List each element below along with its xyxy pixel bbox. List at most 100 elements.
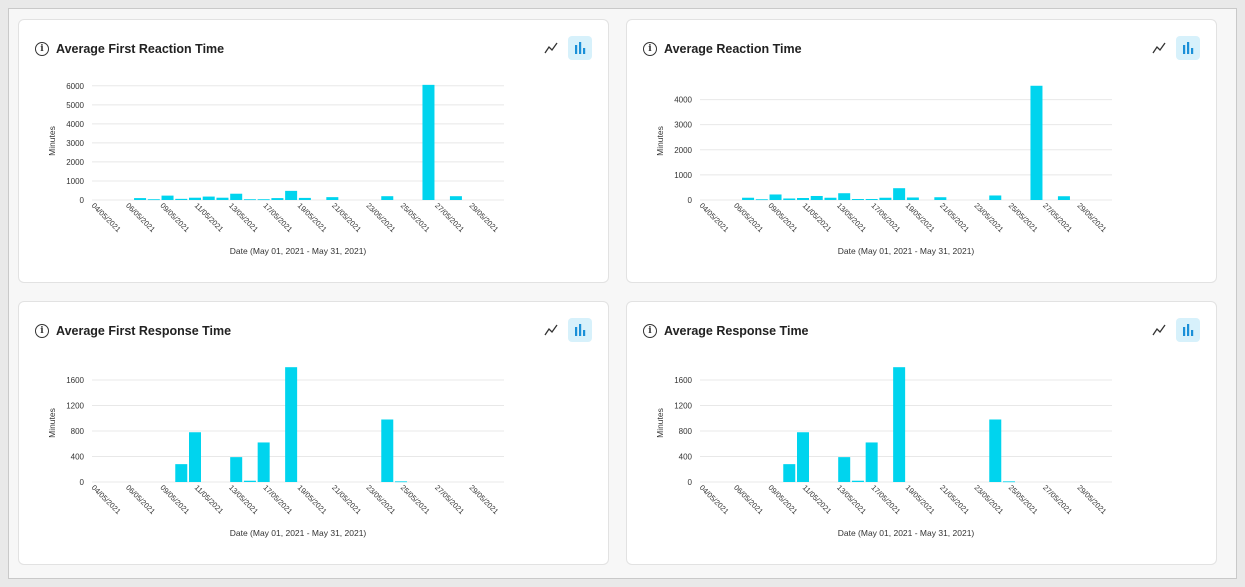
line-chart-button[interactable] bbox=[1147, 36, 1171, 60]
y-tick-label: 3000 bbox=[66, 139, 84, 148]
bar-17-05[interactable] bbox=[893, 188, 906, 200]
bar-chart-icon bbox=[575, 42, 586, 54]
bar-11-05[interactable] bbox=[810, 195, 823, 200]
x-tick-label: 29/05/2021 bbox=[1075, 201, 1108, 234]
bar-20-05[interactable] bbox=[934, 197, 947, 200]
bar-29-05[interactable] bbox=[1057, 196, 1070, 200]
y-axis-label: Minutes bbox=[47, 408, 57, 438]
info-icon[interactable]: i bbox=[35, 42, 49, 56]
x-tick-label: 21/05/2021 bbox=[330, 201, 363, 234]
y-tick-label: 4000 bbox=[66, 120, 84, 129]
bar-chart-button[interactable] bbox=[568, 318, 592, 342]
x-tick-label: 13/05/2021 bbox=[835, 201, 868, 234]
bar-17-05[interactable] bbox=[285, 190, 298, 200]
bar-09-05[interactable] bbox=[175, 464, 188, 482]
bar-27-05[interactable] bbox=[422, 84, 435, 200]
bar-24-05[interactable] bbox=[989, 195, 1002, 200]
bar-27-05[interactable] bbox=[1030, 85, 1043, 200]
bar-06-05[interactable] bbox=[134, 198, 147, 200]
bar-14-05[interactable] bbox=[851, 198, 864, 200]
bar-14-05[interactable] bbox=[243, 199, 256, 201]
bar-08-05[interactable] bbox=[769, 194, 782, 200]
x-tick-label: 27/05/2021 bbox=[433, 483, 466, 516]
x-tick-label: 09/05/2021 bbox=[766, 201, 799, 234]
bar-10-05[interactable] bbox=[189, 432, 201, 482]
bar-chart-icon bbox=[1183, 42, 1194, 54]
line-chart-icon bbox=[1152, 42, 1166, 54]
bar-15-05[interactable] bbox=[257, 442, 270, 482]
bar-17-05[interactable] bbox=[285, 367, 298, 482]
bar-10-05[interactable] bbox=[797, 432, 809, 482]
bar-24-05[interactable] bbox=[381, 196, 394, 200]
card-header: i Average First Reaction Time bbox=[35, 39, 224, 59]
bar-chart: 0 1000 2000 3000 4000 04/05/2021 06/05/2021 09/… bbox=[655, 85, 1112, 256]
bar-13-05[interactable] bbox=[838, 457, 851, 482]
x-tick-label: 29/05/2021 bbox=[1075, 483, 1108, 516]
info-icon[interactable]: i bbox=[35, 324, 49, 338]
x-tick-label: 11/05/2021 bbox=[193, 201, 226, 234]
bar-15-05[interactable] bbox=[865, 442, 878, 482]
bar-09-05[interactable] bbox=[175, 198, 188, 200]
bar-09-05[interactable] bbox=[783, 198, 796, 200]
bar-14-05[interactable] bbox=[851, 480, 864, 482]
x-tick-label: 19/05/2021 bbox=[296, 483, 329, 516]
bar-chart-icon bbox=[1183, 324, 1194, 336]
x-tick-label: 06/05/2021 bbox=[732, 201, 765, 234]
bar-07-05[interactable] bbox=[755, 199, 768, 201]
bar-29-05[interactable] bbox=[449, 196, 462, 200]
bar-14-05[interactable] bbox=[243, 480, 256, 482]
bar-16-05[interactable] bbox=[879, 197, 892, 200]
bar-12-05[interactable] bbox=[824, 197, 837, 200]
y-tick-label: 3000 bbox=[674, 121, 692, 130]
line-chart-button[interactable] bbox=[539, 36, 563, 60]
y-tick-label: 800 bbox=[679, 427, 693, 436]
bar-13-05[interactable] bbox=[230, 457, 243, 482]
info-icon[interactable]: i bbox=[643, 42, 657, 56]
bar-chart-button[interactable] bbox=[1176, 318, 1200, 342]
bar-13-05[interactable] bbox=[230, 193, 243, 200]
y-tick-label: 0 bbox=[80, 478, 85, 487]
chart-card-first-response: i Average First Response Time 0 400 800 120… bbox=[18, 301, 609, 565]
card-title: Average First Response Time bbox=[56, 324, 232, 338]
line-chart-button[interactable] bbox=[1147, 318, 1171, 342]
bar-10-05[interactable] bbox=[797, 197, 809, 200]
bar-17-05[interactable] bbox=[893, 367, 906, 482]
bar-24-05[interactable] bbox=[989, 419, 1002, 482]
bar-chart-button[interactable] bbox=[1176, 36, 1200, 60]
bar-24-05[interactable] bbox=[381, 419, 394, 482]
bar-18-05[interactable] bbox=[298, 197, 311, 200]
bar-18-05[interactable] bbox=[906, 197, 919, 200]
info-icon[interactable]: i bbox=[643, 324, 657, 338]
bar-25-05[interactable] bbox=[395, 481, 407, 483]
x-tick-label: 23/05/2021 bbox=[972, 201, 1005, 234]
bar-15-05[interactable] bbox=[865, 198, 878, 200]
bar-25-05[interactable] bbox=[1003, 481, 1015, 483]
bar-chart: 0 400 800 1200 1600 04/05/2021 06/05/2021 09/05… bbox=[655, 367, 1112, 538]
y-tick-label: 6000 bbox=[66, 82, 84, 91]
y-tick-label: 1000 bbox=[674, 171, 692, 180]
bar-07-05[interactable] bbox=[147, 199, 160, 201]
bar-chart-icon bbox=[575, 324, 586, 336]
x-tick-label: 11/05/2021 bbox=[801, 483, 834, 516]
bar-20-05[interactable] bbox=[326, 197, 339, 200]
x-tick-label: 29/05/2021 bbox=[467, 201, 500, 234]
bar-10-05[interactable] bbox=[189, 197, 201, 200]
bar-15-05[interactable] bbox=[257, 199, 270, 201]
x-tick-label: 21/05/2021 bbox=[330, 483, 363, 516]
bar-chart-button[interactable] bbox=[568, 36, 592, 60]
card-title: Average Response Time bbox=[664, 324, 809, 338]
bar-11-05[interactable] bbox=[202, 196, 215, 200]
x-tick-label: 19/05/2021 bbox=[296, 201, 329, 234]
bar-16-05[interactable] bbox=[271, 198, 284, 200]
bar-09-05[interactable] bbox=[783, 464, 796, 482]
line-chart-button[interactable] bbox=[539, 318, 563, 342]
line-chart-icon bbox=[1152, 324, 1166, 336]
bar-13-05[interactable] bbox=[838, 193, 851, 200]
bar-12-05[interactable] bbox=[216, 197, 229, 200]
card-title: Average First Reaction Time bbox=[56, 42, 225, 56]
bar-06-05[interactable] bbox=[742, 197, 755, 200]
x-tick-label: 25/05/2021 bbox=[1007, 483, 1040, 516]
bar-08-05[interactable] bbox=[161, 195, 174, 200]
x-tick-label: 06/05/2021 bbox=[732, 483, 765, 516]
chart-type-toggle bbox=[1142, 36, 1200, 60]
